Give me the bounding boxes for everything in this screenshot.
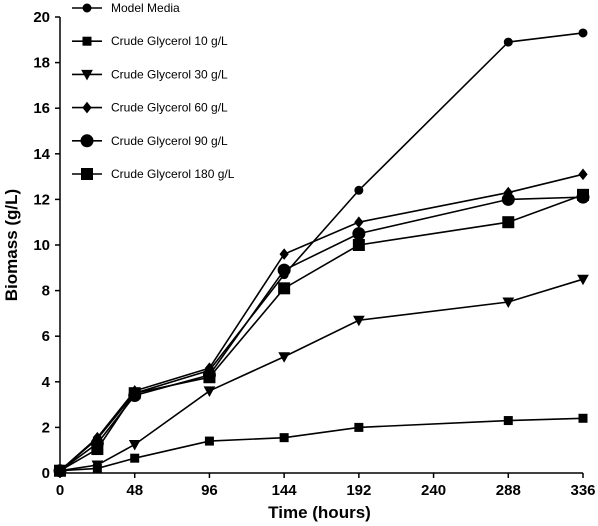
- data-point: [277, 263, 291, 277]
- legend-label: Model Media: [111, 1, 180, 15]
- data-point: [354, 185, 364, 195]
- x-tick-label: 288: [496, 482, 521, 499]
- legend-marker: [82, 36, 92, 46]
- data-point: [279, 248, 289, 260]
- y-tick-label: 10: [33, 237, 50, 254]
- y-tick-label: 8: [42, 283, 50, 300]
- data-point: [204, 436, 214, 446]
- x-tick-label: 192: [346, 482, 371, 499]
- x-axis-title: Time (hours): [268, 503, 371, 522]
- y-tick-label: 6: [42, 328, 50, 345]
- legend-marker: [81, 168, 93, 180]
- data-point: [502, 297, 515, 309]
- series-6: [54, 188, 589, 477]
- legend-label: Crude Glycerol 30 g/L: [111, 67, 228, 81]
- legend-marker: [82, 101, 92, 114]
- data-point: [501, 192, 515, 206]
- y-tick-label: 2: [42, 419, 50, 436]
- data-point: [353, 315, 365, 327]
- data-point: [577, 274, 589, 286]
- data-point: [203, 386, 216, 397]
- series-2: [55, 413, 588, 476]
- y-axis-title: Biomass (g/L): [2, 189, 21, 301]
- data-point: [503, 37, 513, 47]
- legend-item: Crude Glycerol 60 g/L: [72, 101, 228, 115]
- x-tick-label: 144: [272, 482, 298, 499]
- legend-label: Crude Glycerol 180 g/L: [111, 167, 235, 181]
- legend-marker: [80, 134, 94, 148]
- data-point: [54, 464, 66, 477]
- x-tick-label: 0: [56, 482, 64, 499]
- series-line: [59, 173, 584, 472]
- data-point: [91, 460, 104, 472]
- legend-item: Model Media: [72, 1, 180, 15]
- series-4: [55, 168, 588, 477]
- series-line: [59, 417, 584, 472]
- legend-item: Crude Glycerol 90 g/L: [72, 134, 228, 148]
- series-layer: [53, 28, 590, 478]
- series-3: [54, 274, 589, 477]
- legend-marker: [82, 3, 92, 13]
- y-tick-label: 4: [42, 374, 51, 391]
- data-point: [578, 168, 588, 181]
- series-5: [53, 190, 590, 478]
- data-point: [278, 352, 290, 363]
- data-point: [130, 453, 140, 463]
- data-point: [577, 188, 589, 201]
- y-tick-label: 0: [42, 465, 50, 482]
- x-tick-label: 48: [126, 482, 143, 499]
- series-line: [59, 278, 584, 472]
- legend-item: Crude Glycerol 180 g/L: [72, 167, 235, 181]
- data-point: [128, 440, 141, 451]
- legend-label: Crude Glycerol 60 g/L: [111, 101, 228, 115]
- y-tick-label: 18: [33, 55, 50, 72]
- y-ticks: 0 2 4 6 8 10 12 14 16 18 20: [33, 9, 60, 482]
- y-tick-label: 14: [33, 146, 50, 163]
- legend-label: Crude Glycerol 90 g/L: [111, 134, 228, 148]
- y-tick-label: 20: [33, 9, 50, 26]
- series-line: [59, 196, 584, 472]
- x-ticks: 0 48 96 144 192 240 288 336: [56, 473, 596, 499]
- data-point: [91, 443, 104, 456]
- data-point: [203, 371, 216, 384]
- data-point: [352, 227, 366, 241]
- legend-item: Crude Glycerol 10 g/L: [72, 34, 228, 48]
- data-point: [278, 282, 291, 295]
- data-point: [128, 387, 141, 400]
- data-point: [279, 433, 289, 443]
- x-tick-label: 336: [570, 482, 595, 499]
- data-point: [578, 28, 588, 38]
- legend-marker: [81, 69, 93, 81]
- x-tick-label: 96: [201, 482, 218, 499]
- data-point: [352, 239, 365, 251]
- y-tick-label: 16: [33, 100, 50, 117]
- legend-label: Crude Glycerol 10 g/L: [111, 34, 228, 48]
- data-point: [502, 216, 515, 229]
- data-point: [354, 422, 364, 432]
- x-tick-label: 240: [421, 482, 446, 499]
- axes: 0 48 96 144 192 240 288 336 0 2 4 6 8 10 12 14 16 18 20: [33, 9, 595, 499]
- y-tick-label: 12: [33, 191, 50, 208]
- legend-item: Crude Glycerol 30 g/L: [72, 67, 228, 81]
- data-point: [354, 216, 364, 229]
- legend: Model Media Crude Glycerol 10 g/L Crude Gl…: [72, 1, 235, 181]
- series-line: [59, 194, 584, 472]
- data-point: [503, 416, 513, 426]
- data-point: [578, 413, 588, 423]
